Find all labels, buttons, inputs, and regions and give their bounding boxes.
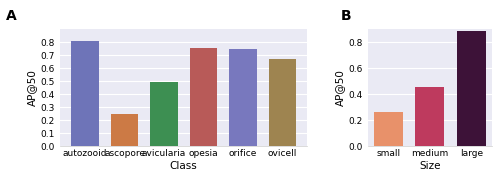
Bar [457,31,486,146]
Y-axis label: AP@50: AP@50 [28,69,38,106]
Bar [229,49,256,146]
Bar [71,41,99,146]
Bar [190,48,218,146]
Bar [268,59,296,146]
X-axis label: Size: Size [419,161,440,171]
X-axis label: Class: Class [170,161,198,171]
Bar [150,83,178,146]
Text: A: A [6,9,16,23]
Bar [415,87,444,146]
Y-axis label: AP@50: AP@50 [335,69,345,106]
Bar [374,112,402,146]
Text: B: B [340,9,351,23]
Bar [110,114,138,146]
